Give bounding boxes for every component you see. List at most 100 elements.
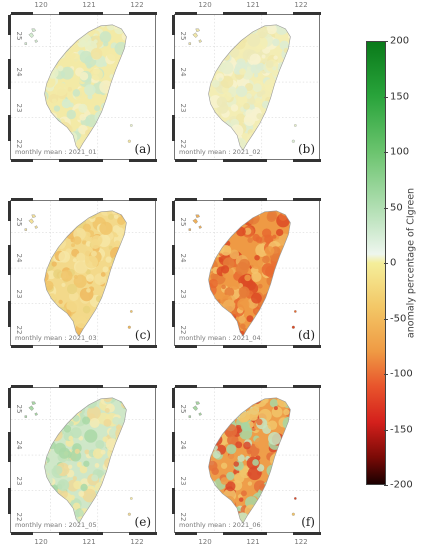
axis-frame-segment (223, 12, 267, 15)
axis-frame (172, 15, 175, 159)
x-tick-label: 120 (198, 1, 212, 9)
y-tick-label: 24 (15, 440, 23, 450)
taiwan-map (11, 388, 155, 532)
colorbar-tick-mark (384, 41, 388, 42)
axis-frame-segment (175, 159, 197, 162)
y-tick-label: 25 (179, 31, 187, 41)
panel-caption: monthly mean : 2021_02 (179, 148, 261, 156)
colorbar-tick-label: -200 (390, 479, 413, 491)
colorbar-tick-mark (384, 96, 388, 98)
axis-frame (11, 532, 157, 535)
axis-frame-segment (172, 15, 175, 35)
axis-frame-segment (172, 432, 175, 462)
colorbar-tick-mark (384, 374, 388, 375)
y-tick-label: 22 (179, 512, 187, 522)
axis-frame-segment (11, 385, 33, 388)
y-tick-label: 23 (179, 103, 187, 113)
map-panel: monthly mean : 2021_05 (e) 120 121 122 25 24 23… (8, 385, 157, 546)
colorbar-tick-label: -150 (390, 424, 413, 435)
taiwan-map (175, 201, 319, 345)
axis-frame-segment (59, 198, 103, 201)
y-tick-label: 25 (15, 31, 23, 41)
axis-frame-segment (172, 488, 175, 514)
axis-frame (8, 201, 11, 345)
axis-frame-segment (59, 385, 103, 388)
y-tick-label: 23 (15, 289, 23, 299)
axis-frame-segment (129, 385, 157, 388)
x-tick-label: 121 (246, 538, 260, 546)
axis-frame (11, 198, 157, 201)
panel-caption: monthly mean : 2021_04 (179, 334, 261, 342)
y-tick-label: 23 (15, 103, 23, 113)
axis-frame-segment (172, 388, 175, 408)
axis-frame-segment (223, 198, 267, 201)
panel-label: (d) (297, 328, 315, 342)
colorbar-tick-mark (384, 485, 388, 486)
axis-frame-segment (8, 245, 11, 275)
axis-frame (11, 159, 157, 162)
axis-frame-segment (129, 198, 157, 201)
axis-frame (175, 385, 321, 388)
x-tick-label: 120 (34, 1, 48, 9)
axis-frame-segment (223, 385, 267, 388)
axis-frame-segment (8, 388, 11, 408)
panel-caption: monthly mean : 2021_05 (15, 521, 97, 529)
axis-frame-segment (172, 115, 175, 141)
taiwan-map (11, 15, 155, 159)
colorbar-tick-label: 0 (390, 257, 397, 269)
axis-frame (8, 388, 11, 532)
axis-frame-segment (175, 532, 197, 535)
y-tick-label: 25 (179, 217, 187, 227)
axis-frame-segment (293, 159, 321, 162)
panel-label: (a) (134, 142, 151, 156)
axis-frame-segment (59, 532, 103, 535)
taiwan-map (175, 388, 319, 532)
colorbar-tick-mark (384, 429, 388, 431)
y-tick-label: 22 (179, 325, 187, 335)
axis-frame (11, 385, 157, 388)
axis-frame-segment (129, 345, 157, 348)
colorbar-title: anomaly percentage of CIgreen (405, 187, 417, 339)
colorbar-tick-mark (384, 152, 388, 153)
axis-frame-segment (293, 385, 321, 388)
axis-frame-segment (172, 59, 175, 89)
axis-frame-segment (172, 301, 175, 327)
axis-frame-segment (175, 12, 197, 15)
axis-frame-segment (175, 345, 197, 348)
axis-frame-segment (293, 345, 321, 348)
axis-frame-segment (11, 12, 33, 15)
y-tick-label: 25 (15, 404, 23, 414)
axis-frame-segment (8, 432, 11, 462)
y-tick-label: 24 (15, 67, 23, 77)
axis-frame (172, 201, 175, 345)
x-tick-label: 122 (130, 1, 144, 9)
axis-frame-segment (223, 532, 267, 535)
axis-frame-segment (8, 488, 11, 514)
y-tick-label: 25 (179, 404, 187, 414)
axis-frame-segment (172, 245, 175, 275)
panel-label: (c) (134, 328, 151, 342)
axis-frame-segment (8, 59, 11, 89)
y-tick-label: 22 (15, 512, 23, 522)
map-panel: monthly mean : 2021_01 (a) 120 121 122 25 24 23… (8, 1, 157, 162)
taiwan-map (11, 201, 155, 345)
y-tick-label: 22 (179, 139, 187, 149)
x-tick-label: 122 (294, 1, 308, 9)
axis-frame (175, 159, 321, 162)
panel-label: (b) (297, 142, 315, 156)
map-panel: monthly mean : 2021_02 (b) 120 121 122 25 24 23… (172, 1, 321, 162)
colorbar-tick-mark (384, 263, 388, 264)
axis-frame-segment (11, 198, 33, 201)
y-tick-label: 23 (15, 476, 23, 486)
x-tick-label: 121 (246, 1, 260, 9)
axis-frame (175, 345, 321, 348)
axis-frame (8, 15, 11, 159)
taiwan-map (175, 15, 319, 159)
map-panel: monthly mean : 2021_03 (c) 25 24 23 22 (8, 198, 157, 348)
axis-frame-segment (11, 345, 33, 348)
colorbar-tick-label: -50 (390, 313, 407, 324)
colorbar-tick-label: -100 (390, 368, 413, 380)
axis-frame-segment (129, 532, 157, 535)
axis-frame-segment (59, 12, 103, 15)
panel-caption: monthly mean : 2021_03 (15, 334, 97, 342)
